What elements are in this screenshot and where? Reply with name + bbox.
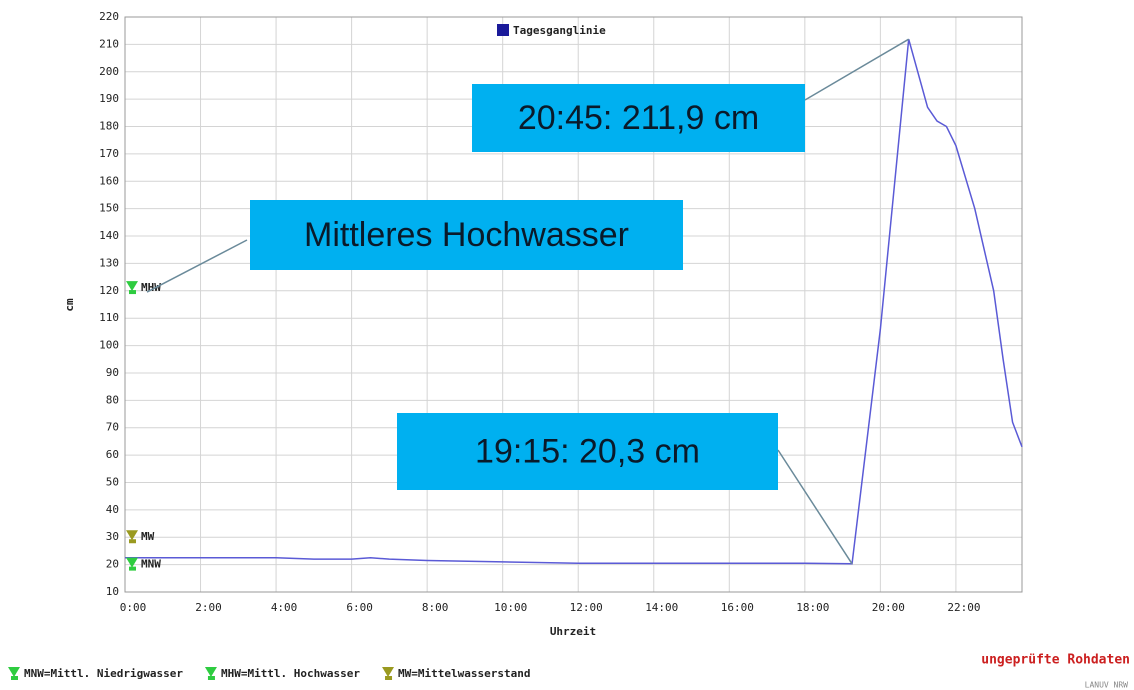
plot-border [124, 16, 1023, 593]
callout-text: 20:45: 211,9 cm [518, 99, 759, 137]
y-tick-label: 30 [106, 530, 119, 543]
footer-legend-label: MNW=Mittl. Niedrigwasser [24, 667, 183, 680]
footer-legend-marker [8, 667, 20, 677]
y-tick-label: 160 [99, 174, 119, 187]
callout-leader [804, 38, 910, 101]
y-tick-label: 200 [99, 65, 119, 78]
y-tick-label: 50 [106, 475, 119, 488]
y-tick-label: 20 [106, 558, 119, 571]
footer-legend-bar [11, 676, 18, 680]
x-tick-label: 12:00 [570, 601, 603, 614]
y-tick-label: 10 [106, 585, 119, 598]
x-tick-label: 14:00 [645, 601, 678, 614]
reference-bar [129, 290, 136, 295]
footer-legend-bar [385, 676, 393, 680]
x-tick-label: 6:00 [346, 601, 373, 614]
legend-label: Tagesganglinie [513, 24, 606, 37]
reference-bar [129, 566, 136, 571]
x-tick-label: 22:00 [947, 601, 980, 614]
y-tick-label: 170 [99, 147, 119, 160]
callout-leader [146, 239, 248, 293]
x-tick-label: 16:00 [721, 601, 754, 614]
y-tick-label: 70 [106, 421, 119, 434]
status-text: ungeprüfte Rohdaten [981, 653, 1130, 668]
source-text: LANUV NRW [1085, 681, 1129, 690]
x-tick-label: 4:00 [271, 601, 298, 614]
reference-bar [129, 539, 136, 544]
footer-legend-bar [207, 676, 215, 680]
y-tick-label: 80 [106, 393, 119, 406]
y-tick-label: 140 [99, 229, 119, 242]
callout-text: 19:15: 20,3 cm [475, 432, 700, 470]
callout-box [397, 413, 778, 490]
callout-leader [777, 449, 853, 565]
reference-label: MW [141, 530, 155, 543]
y-tick-label: 110 [99, 311, 119, 324]
footer-legend-marker [204, 667, 217, 677]
data-line [125, 38, 1023, 565]
footer-legend-label: MHW=Mittl. Hochwasser [221, 667, 360, 680]
x-tick-label: 20:00 [872, 601, 905, 614]
reference-marker [126, 281, 138, 292]
x-tick-label: 18:00 [796, 601, 829, 614]
y-tick-label: 220 [99, 10, 119, 23]
y-tick-label: 100 [99, 339, 119, 352]
y-tick-label: 180 [99, 120, 119, 133]
callout-box [472, 84, 805, 152]
x-tick-label: 8:00 [422, 601, 449, 614]
y-tick-label: 60 [106, 448, 119, 461]
reference-marker [126, 530, 138, 541]
reference-label: MHW [141, 281, 161, 294]
y-tick-label: 210 [99, 37, 119, 50]
y-tick-label: 120 [99, 284, 119, 297]
x-tick-label: 2:00 [195, 601, 222, 614]
y-tick-label: 190 [99, 92, 119, 105]
callout-text: Mittleres Hochwasser [304, 216, 629, 254]
x-tick-label: 10:00 [494, 601, 527, 614]
x-axis-label: Uhrzeit [550, 625, 596, 638]
y-tick-label: 130 [99, 256, 119, 269]
y-axis-label: cm [63, 298, 76, 312]
footer-legend-marker [382, 667, 395, 677]
reference-marker [126, 557, 138, 568]
footer-legend-label: MW=Mittelwasserstand [398, 667, 530, 680]
reference-label: MNW [141, 558, 161, 571]
y-tick-label: 90 [106, 366, 119, 379]
callout-box [250, 200, 683, 270]
x-tick-label: 0:00 [120, 601, 147, 614]
y-tick-label: 40 [106, 503, 119, 516]
y-tick-label: 150 [99, 202, 119, 215]
legend-swatch [497, 24, 509, 36]
